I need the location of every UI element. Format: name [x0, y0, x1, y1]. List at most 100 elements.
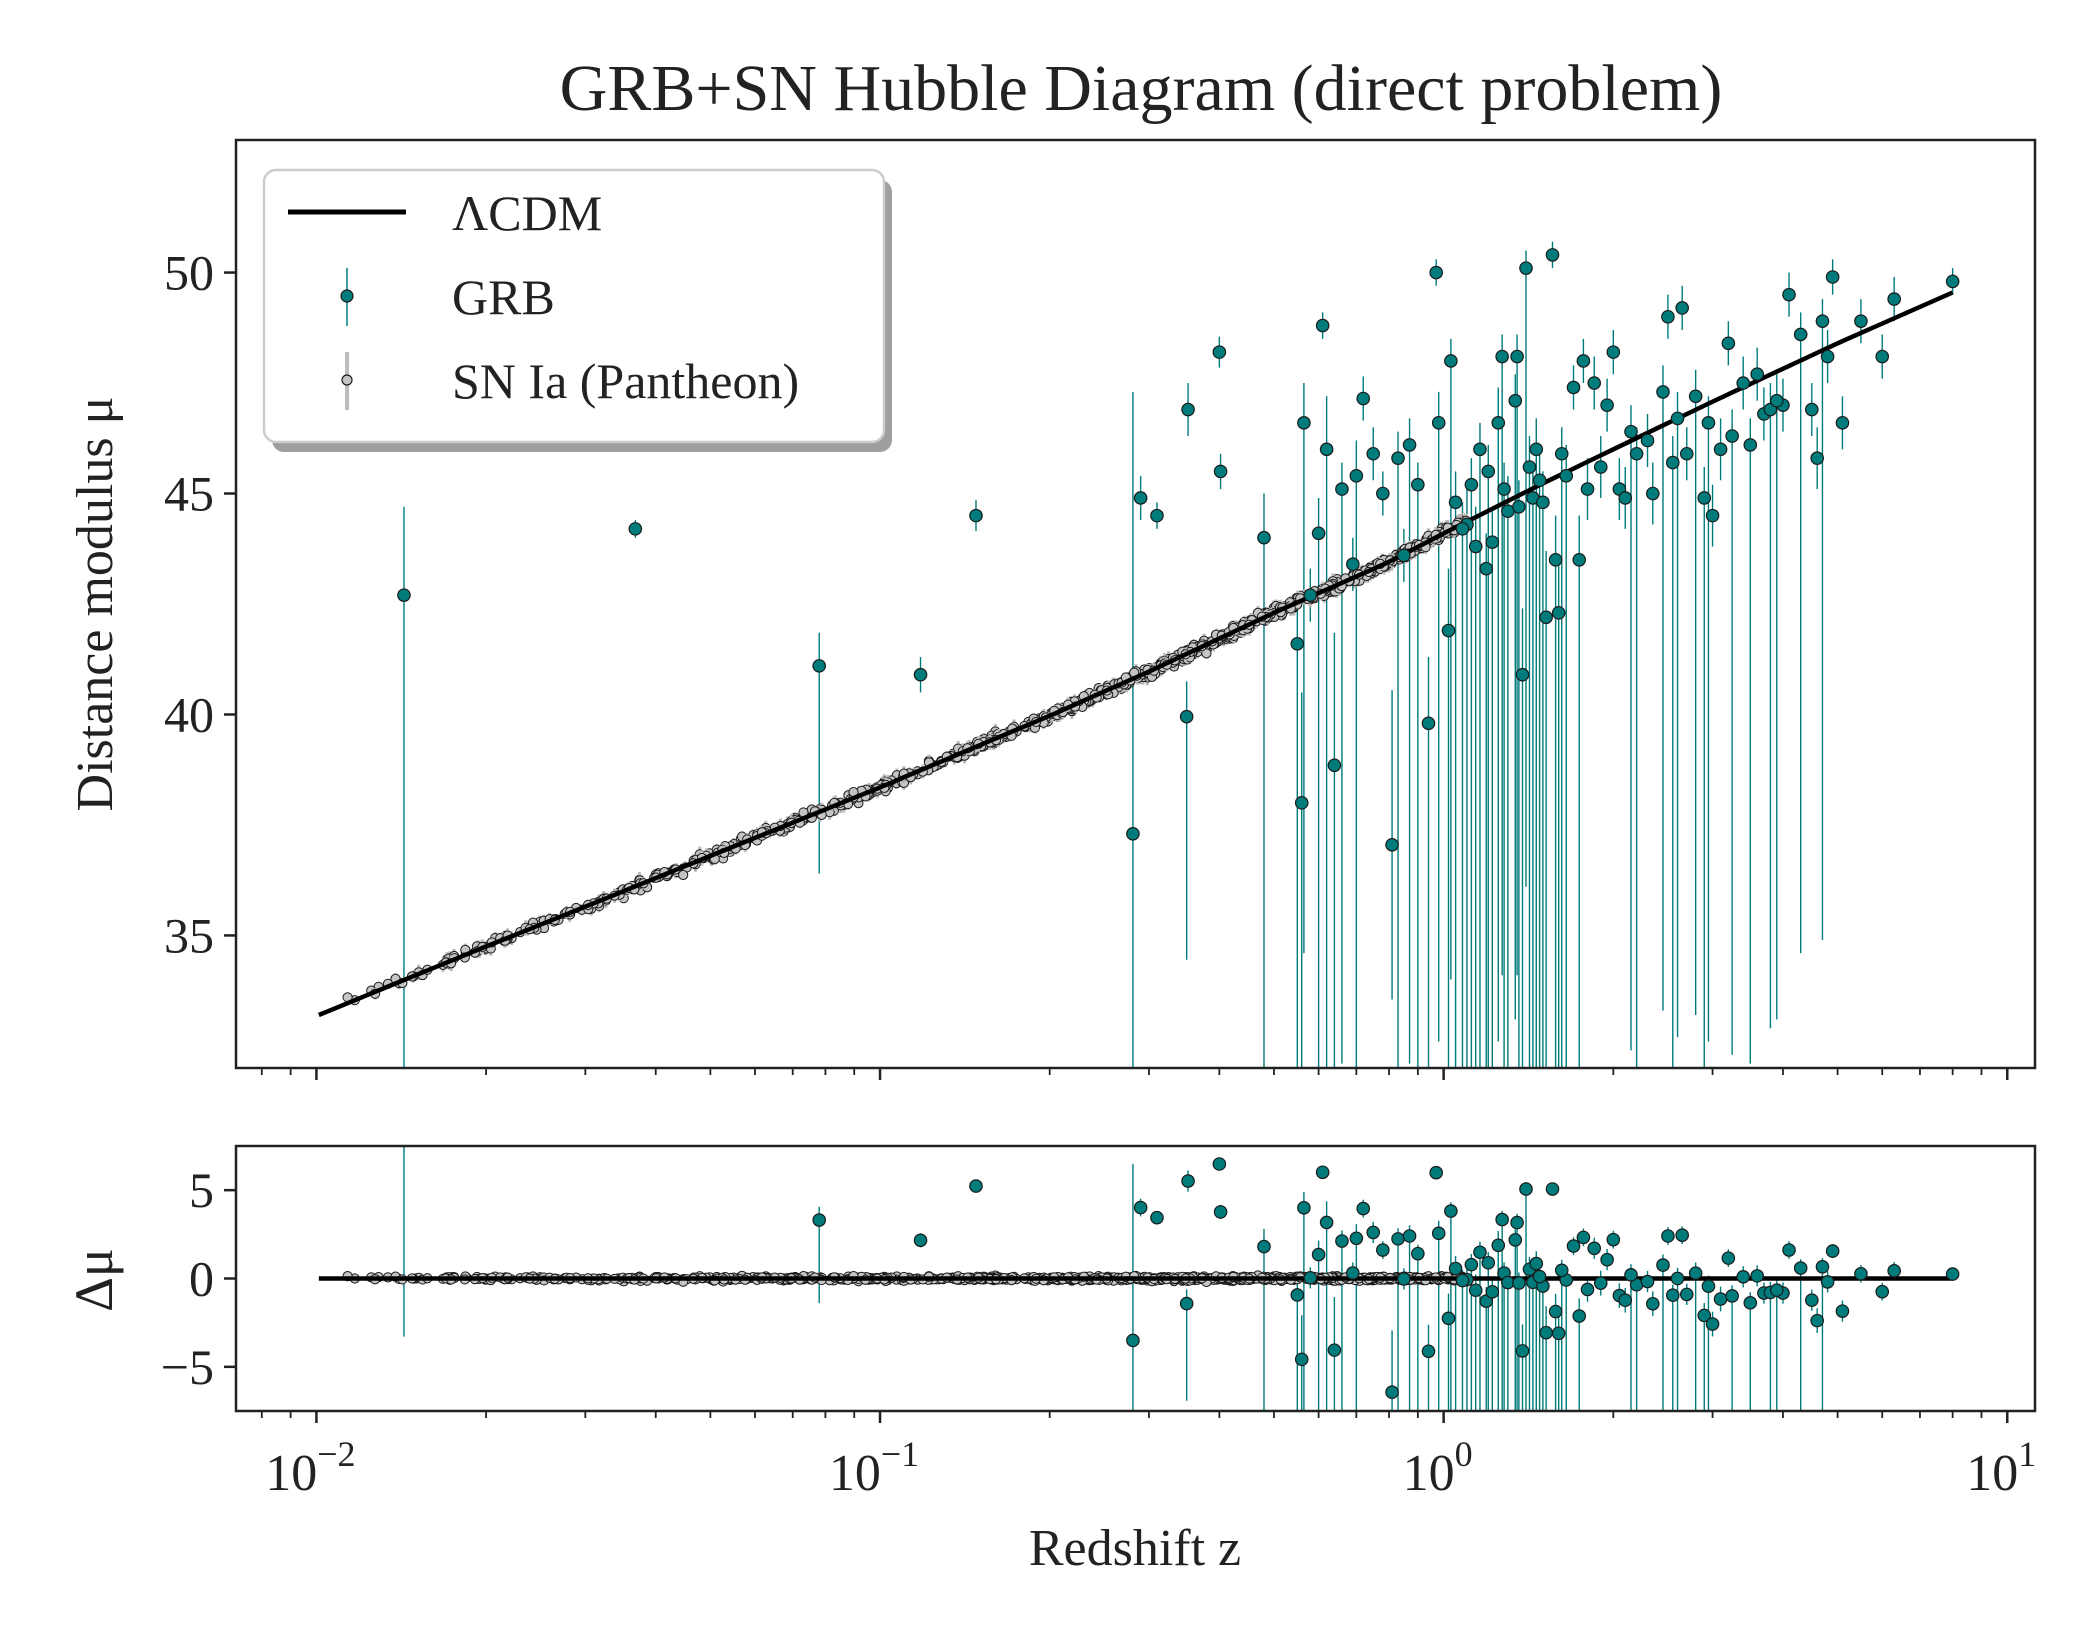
grb-point — [1441, 623, 1456, 638]
legend-lcdm-label: ΛCDM — [452, 185, 602, 241]
grb-residual-point — [969, 1179, 983, 1193]
grb-point — [1485, 535, 1500, 549]
grb-point — [1397, 548, 1411, 563]
grb-point — [1576, 354, 1591, 368]
grb-residual-point — [1701, 1279, 1716, 1293]
grb-residual-point — [1455, 1273, 1470, 1288]
grb-point — [1670, 411, 1685, 426]
grb-residual-point — [1335, 1234, 1349, 1248]
grb-residual-point — [1491, 1238, 1506, 1253]
grb-residual-point — [1539, 1325, 1553, 1340]
grb-residual-point — [1485, 1285, 1500, 1299]
grb-point — [1497, 482, 1511, 496]
grb-residual-point — [1675, 1228, 1689, 1243]
grb-residual-point — [1825, 1244, 1840, 1258]
grb-point — [1536, 495, 1550, 510]
legend-sn-swatch-marker — [341, 374, 353, 386]
grb-point — [1701, 416, 1716, 430]
grb-point — [1665, 455, 1680, 470]
grb-point — [1810, 451, 1824, 465]
x-tick-base: 10 — [829, 1445, 881, 1502]
grb-residual-point — [1431, 1226, 1446, 1241]
grb-point — [1479, 561, 1494, 576]
grb-point — [1481, 464, 1496, 479]
grb-residual-point — [1495, 1212, 1509, 1227]
grb-residual-point — [1402, 1229, 1417, 1243]
grb-residual-point — [1566, 1239, 1581, 1253]
grb-residual-point — [1713, 1292, 1728, 1306]
grb-residual-point — [1688, 1266, 1703, 1280]
grb-point — [1385, 838, 1399, 852]
grb-point — [1133, 491, 1148, 505]
grb-point — [1580, 482, 1595, 496]
grb-point — [1290, 636, 1305, 651]
grb-residual-point — [1705, 1317, 1720, 1331]
grb-residual-point — [1679, 1287, 1694, 1302]
grb-residual-point — [1793, 1261, 1808, 1275]
residual-y-ticks: −5 0 5 — [161, 1162, 236, 1395]
grb-point — [1618, 491, 1633, 505]
x-tick-exponent: 1 — [2018, 1434, 2036, 1474]
grb-residual-point — [1510, 1215, 1524, 1230]
grb-residual-point — [1743, 1296, 1758, 1310]
grb-point — [1645, 486, 1660, 501]
grb-residual-point — [1303, 1271, 1318, 1285]
grb-point — [1257, 530, 1271, 545]
x-tick-label: 10−2 — [265, 1434, 355, 1502]
grb-point — [1805, 402, 1819, 417]
grb-residual-point — [1464, 1257, 1479, 1272]
grb-point — [1624, 424, 1638, 439]
x-tick-exponent: 0 — [1455, 1434, 1473, 1474]
grb-residual-point — [1725, 1289, 1739, 1303]
grb-residual-point — [1366, 1225, 1381, 1240]
grb-point — [1721, 336, 1736, 351]
grb-residual-point — [1429, 1165, 1443, 1180]
grb-residual-point — [1529, 1256, 1544, 1271]
grb-residual-point — [1548, 1304, 1563, 1319]
grb-residual-point — [1587, 1241, 1602, 1256]
grb-residual-point — [1349, 1231, 1364, 1246]
residual-y-tick-label: −5 — [161, 1339, 214, 1395]
grb-point — [1515, 667, 1530, 682]
grb-residual-point — [1576, 1230, 1591, 1245]
grb-residual-point — [1515, 1344, 1530, 1358]
grb-point — [1566, 380, 1581, 395]
grb-point — [1212, 345, 1227, 359]
grb-point — [1510, 349, 1524, 364]
grb-point — [1327, 758, 1342, 773]
x-tick-base: 10 — [265, 1445, 317, 1502]
grb-residual-point — [1875, 1284, 1890, 1299]
grb-point — [1473, 442, 1487, 457]
grb-point — [1572, 553, 1587, 567]
grb-point — [1705, 508, 1720, 523]
grb-point — [1587, 376, 1602, 390]
grb-point — [913, 667, 928, 682]
grb-point — [1468, 539, 1483, 554]
legend-grb-label: GRB — [452, 269, 555, 325]
grb-point — [1835, 416, 1850, 430]
grb-residual-point — [1551, 1326, 1566, 1341]
grb-residual-point — [1769, 1283, 1784, 1297]
grb-point — [1431, 416, 1446, 430]
grb-residual-point — [1782, 1243, 1796, 1257]
residual-panel: −505 10−2 10−1 100 101 Δμ Redshift z — [64, 1144, 2036, 1577]
legend-grb-swatch-marker — [340, 289, 354, 303]
grb-residual-point — [1645, 1296, 1660, 1311]
grb-point — [1356, 391, 1371, 406]
grb-residual-point — [1213, 1205, 1228, 1219]
grb-residual-point — [1805, 1293, 1819, 1307]
grb-residual-point — [1294, 1352, 1309, 1367]
x-tick-label: 101 — [1966, 1434, 2036, 1502]
grb-point — [1508, 393, 1523, 408]
grb-point — [1529, 442, 1544, 457]
grb-point — [1421, 716, 1436, 731]
chart-title: GRB+SN Hubble Diagram (direct problem) — [560, 52, 1723, 125]
grb-residual-point — [1133, 1200, 1148, 1215]
grb-residual-point — [1257, 1239, 1271, 1254]
main-y-tick-label: 35 — [164, 907, 214, 963]
grb-residual-point — [1665, 1288, 1680, 1303]
grb-residual-point — [1126, 1333, 1140, 1348]
grb-point — [812, 659, 827, 673]
grb-point — [1126, 826, 1140, 841]
grb-residual-point — [1468, 1283, 1483, 1298]
